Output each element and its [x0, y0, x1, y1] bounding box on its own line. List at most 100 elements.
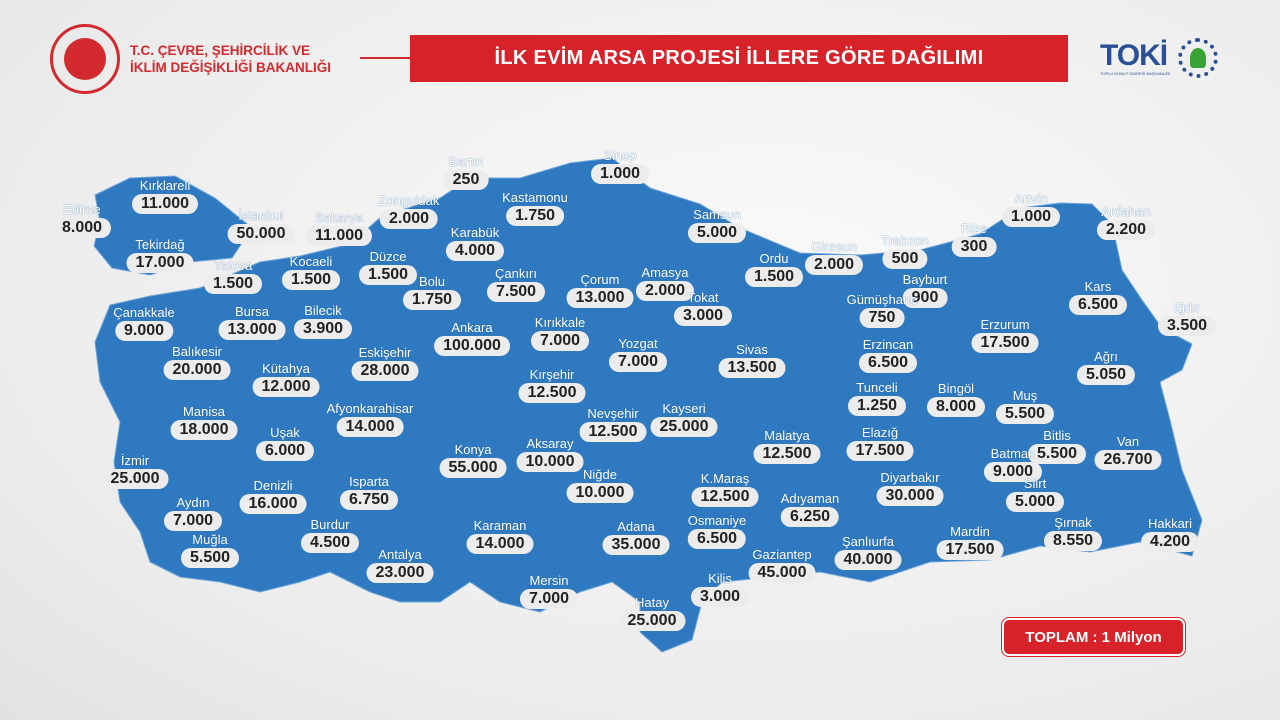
province-value: 3.000	[690, 587, 750, 607]
province-34: Yozgat 7.000	[608, 336, 668, 372]
province-value: 23.000	[366, 563, 434, 583]
province-73: Hakkari 4.200	[1140, 516, 1200, 552]
province-value: 3.000	[673, 306, 733, 326]
province-value: 13.000	[566, 288, 634, 308]
province-value: 5.000	[1005, 492, 1065, 512]
province-value: 12.500	[518, 383, 586, 403]
province-63: K.Maraş 12.500	[691, 471, 759, 507]
province-43: Tunceli 1.250	[847, 380, 907, 416]
province-name: Şanlıurfa	[841, 534, 895, 549]
province-name: Artvin	[1014, 191, 1048, 206]
province-70: Adana 35.000	[602, 519, 670, 555]
province-name: Eskişehir	[358, 345, 412, 360]
province-name: Düzce	[369, 249, 407, 264]
province-54: Bitlis 5.500	[1027, 428, 1087, 464]
province-value: 12.500	[753, 444, 821, 464]
province-name: İstanbul	[238, 208, 284, 223]
province-name: Diyarbakır	[880, 470, 940, 485]
province-name: Malatya	[764, 428, 810, 443]
province-9: Samsun 5.000	[687, 207, 747, 243]
province-name: Adıyaman	[780, 491, 840, 506]
province-value: 5.500	[995, 404, 1055, 424]
province-29: Bursa 13.000	[218, 304, 286, 340]
province-name: Ordu	[759, 251, 789, 266]
province-19: Amasya 2.000	[635, 265, 695, 301]
province-80: Hatay 25.000	[618, 595, 686, 631]
province-name: Yozgat	[618, 336, 658, 351]
province-value: 9.000	[983, 462, 1043, 482]
province-value: 2.000	[379, 209, 439, 229]
province-name: Rize	[960, 221, 988, 236]
province-value: 8.000	[52, 218, 112, 238]
province-20: Ordu 1.500	[744, 251, 804, 287]
province-value: 900	[902, 288, 948, 308]
province-2: Tekirdağ 17.000	[126, 237, 194, 273]
province-value: 250	[443, 170, 489, 190]
province-23: Rize 300	[951, 221, 997, 257]
province-name: Denizli	[253, 478, 293, 493]
province-76: Gaziantep 45.000	[748, 547, 816, 583]
province-33: Tokat 3.000	[673, 290, 733, 326]
province-36: Erzurum 17.500	[971, 317, 1039, 353]
province-name: Iğdır	[1173, 300, 1201, 315]
province-name: Kırklareli	[139, 178, 191, 193]
province-8: Kastamonu 1.750	[502, 190, 568, 226]
province-3: İstanbul 50.000	[227, 208, 295, 244]
province-value: 1.000	[1001, 207, 1061, 227]
province-value: 12.000	[252, 377, 320, 397]
province-value: 17.500	[936, 540, 1004, 560]
province-name: Muş	[1012, 388, 1038, 403]
province-value: 26.700	[1094, 450, 1162, 470]
province-38: Ağrı 5.050	[1076, 349, 1136, 385]
province-55: Van 26.700	[1094, 434, 1162, 470]
province-value: 25.000	[618, 611, 686, 631]
province-name: K.Maraş	[700, 471, 750, 486]
province-name: Nevşehir	[587, 406, 639, 421]
province-name: Karaman	[473, 518, 527, 533]
province-name: Uşak	[270, 425, 300, 440]
province-value: 7.000	[608, 352, 668, 372]
province-value: 5.500	[1027, 444, 1087, 464]
province-value: 18.000	[170, 420, 238, 440]
province-24: Bayburt 900	[902, 272, 948, 308]
province-value: 9.000	[114, 321, 174, 341]
province-value: 1.250	[847, 396, 907, 416]
province-name: Şırnak	[1054, 515, 1092, 530]
province-name: Ardahan	[1101, 204, 1151, 219]
province-value: 5.000	[687, 223, 747, 243]
province-name: Niğde	[583, 467, 617, 482]
province-value: 40.000	[834, 550, 902, 570]
province-value: 1.500	[203, 274, 263, 294]
province-25: Gümüşhane 750	[847, 292, 917, 328]
province-15: Karabük 4.000	[445, 225, 505, 261]
province-value: 11.000	[305, 226, 373, 246]
province-value: 10.000	[566, 483, 634, 503]
toki-wordmark: TOKİ	[1100, 38, 1168, 72]
province-value: 6.750	[339, 490, 399, 510]
province-name: Batman	[990, 446, 1036, 461]
province-value: 55.000	[439, 458, 507, 478]
ministry-logo-block: T.C. ÇEVRE, ŞEHİRCİLİK VE İKLİM DEĞİŞİKL…	[50, 24, 331, 94]
province-name: Mardin	[950, 524, 990, 539]
province-4: Sakarya 11.000	[305, 210, 373, 246]
province-value: 7.000	[530, 331, 590, 351]
province-46: Manisa 18.000	[170, 404, 238, 440]
province-name: Karabük	[450, 225, 500, 240]
province-name: Kırşehir	[529, 367, 575, 382]
province-60: Isparta 6.750	[339, 474, 399, 510]
province-name: Afyonkarahisar	[326, 401, 414, 416]
province-name: Samsun	[693, 207, 741, 222]
province-14: Düzce 1.500	[358, 249, 418, 285]
province-name: Tunceli	[856, 380, 898, 395]
province-name: Kilis	[708, 571, 732, 586]
province-name: Edirne	[63, 202, 101, 217]
province-71: Osmaniye 6.500	[688, 513, 746, 549]
province-name: Çorum	[580, 272, 620, 287]
province-name: Bartın	[448, 154, 484, 169]
province-47: Afyonkarahisar 14.000	[326, 401, 414, 437]
province-77: Antalya 23.000	[366, 547, 434, 583]
province-name: Konya	[454, 442, 492, 457]
province-value: 5.500	[180, 548, 240, 568]
toki-subtitle: TOPLU KONUT İDARESİ BAŞKANLIĞI	[1100, 70, 1171, 76]
province-42: Kırşehir 12.500	[518, 367, 586, 403]
